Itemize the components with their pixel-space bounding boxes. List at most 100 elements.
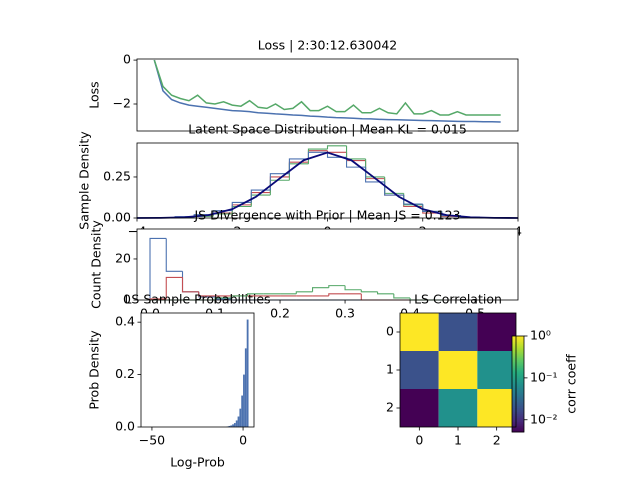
histogram-step	[328, 293, 346, 296]
histogram-step	[403, 195, 423, 205]
colorbar-label: corr coeff	[564, 354, 579, 414]
histogram-step	[377, 291, 394, 295]
colorbar-segment	[512, 370, 524, 373]
colorbar-segment	[512, 378, 524, 381]
x-tick-label: 0.2	[270, 306, 290, 321]
axes-title: LS Correlation	[414, 292, 502, 307]
colorbar-segment	[512, 380, 524, 383]
y-tick-label: 0	[386, 324, 394, 339]
colorbar-segment	[512, 356, 524, 359]
colorbar-tick-label: 10⁻¹	[530, 369, 558, 384]
colorbar-segment	[512, 402, 524, 405]
histogram-bar	[239, 408, 242, 427]
histogram-bar	[243, 374, 245, 427]
colorbar-segment	[512, 348, 524, 351]
colorbar-segment	[512, 398, 524, 401]
y-axis-label: Prob Density	[87, 330, 102, 410]
colorbar-segment	[512, 358, 524, 361]
axes-frame	[136, 58, 519, 132]
colorbar-segment	[512, 422, 524, 425]
colorbar-segment	[512, 340, 524, 343]
colorbar-segment	[512, 354, 524, 357]
axes-background	[137, 59, 518, 131]
heatmap-cell	[438, 351, 478, 389]
axes-frame	[136, 228, 519, 301]
histogram-step	[307, 151, 328, 159]
colorbar-segment	[512, 372, 524, 375]
y-tick-label: 0	[123, 52, 131, 67]
axes-title: Latent Space Distribution | Mean KL = 0.…	[188, 122, 467, 137]
colorbar-segment	[512, 338, 524, 341]
loss-line	[153, 59, 501, 123]
y-axis-label: Count Density	[89, 220, 104, 309]
colorbar-segment	[512, 352, 524, 355]
colorbar-tick-label: 10⁰	[530, 328, 551, 343]
colorbar-segment	[512, 404, 524, 407]
colorbar-segment	[512, 360, 524, 363]
y-tick-label: 0.00	[103, 210, 131, 225]
colorbar-segment	[512, 368, 524, 371]
histogram-step	[165, 276, 183, 299]
heatmap-cell	[477, 389, 516, 427]
x-tick-label: 1	[454, 433, 462, 448]
histogram-step	[165, 238, 183, 272]
histogram-step	[149, 237, 167, 300]
histogram-bar	[230, 425, 233, 427]
colorbar-segment	[512, 382, 524, 385]
prior-curve	[136, 151, 519, 219]
histogram-step	[344, 285, 362, 291]
axes-frame	[140, 312, 255, 428]
heatmap-cell	[400, 313, 439, 351]
colorbar-segment	[512, 384, 524, 387]
histogram-step	[288, 158, 309, 174]
histogram-step	[198, 291, 216, 297]
colorbar-segment	[512, 374, 524, 377]
colorbar-segment	[512, 420, 524, 423]
colorbar-segment	[512, 376, 524, 379]
histogram-bar	[235, 420, 238, 427]
colorbar-tick-label: 10⁻²	[530, 411, 558, 426]
heatmap-cell	[438, 389, 478, 427]
histogram-step	[393, 293, 411, 299]
axes-title: Loss | 2:30:12.630042	[258, 38, 397, 53]
x-tick-label: −50	[139, 433, 165, 448]
colorbar-segment	[512, 406, 524, 409]
heatmap-cell	[400, 351, 439, 389]
y-tick-label: 1	[386, 362, 394, 377]
colorbar-segment	[512, 362, 524, 365]
colorbar-segment	[512, 430, 524, 433]
histogram-step	[295, 291, 313, 294]
x-tick-label: 2	[493, 433, 501, 448]
x-tick-label: 0.3	[335, 306, 355, 321]
colorbar-segment	[512, 336, 524, 339]
colorbar-segment	[512, 390, 524, 393]
histogram-step	[230, 295, 248, 298]
histogram-step	[311, 287, 329, 292]
y-tick-label: 20	[115, 250, 131, 265]
y-tick-label: 0.0	[115, 419, 135, 434]
x-axis-label: Log-Prob	[170, 455, 225, 470]
colorbar-segment	[512, 342, 524, 345]
colorbar-segment	[512, 416, 524, 419]
histogram-bar	[246, 319, 249, 427]
histogram-step	[181, 277, 199, 293]
y-tick-label: −2	[113, 96, 131, 111]
histogram-step	[326, 145, 347, 150]
colorbar-segment	[512, 414, 524, 417]
histogram-bar	[233, 423, 236, 427]
y-tick-label: 0	[123, 292, 131, 307]
colorbar-segment	[512, 410, 524, 413]
colorbar-segment	[512, 386, 524, 389]
x-tick-label: 0	[415, 433, 423, 448]
y-tick-label: 0.4	[115, 314, 135, 329]
colorbar-segment	[512, 394, 524, 397]
colorbar-segment	[512, 350, 524, 353]
histogram-step	[360, 289, 378, 293]
colorbar-segment	[512, 426, 524, 429]
colorbar-segment	[512, 346, 524, 349]
colorbar-segment	[512, 396, 524, 399]
histogram-bar	[244, 348, 247, 427]
colorbar-segment	[512, 412, 524, 415]
axes-background	[141, 313, 254, 427]
axes-title: JS Divergence with Prior | Mean JS = 0.1…	[193, 208, 460, 223]
